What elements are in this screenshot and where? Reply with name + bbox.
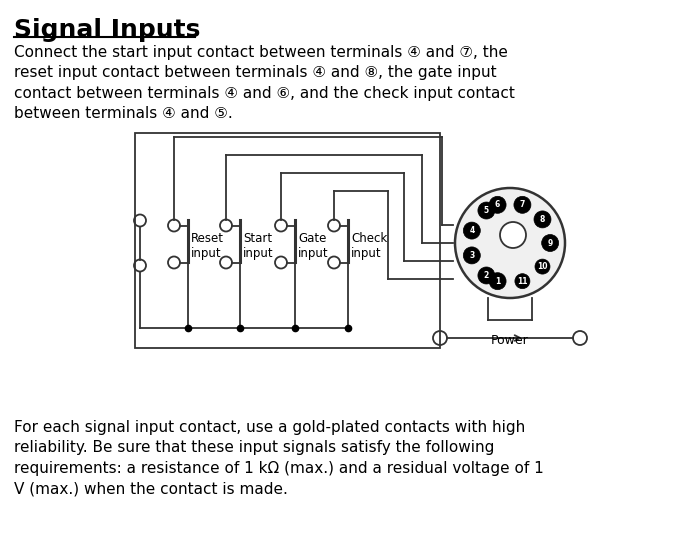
Text: 5: 5 xyxy=(484,206,489,215)
Text: 2: 2 xyxy=(484,271,489,280)
Text: 9: 9 xyxy=(547,238,553,248)
Circle shape xyxy=(463,247,480,264)
Text: Start
input: Start input xyxy=(243,232,274,260)
Circle shape xyxy=(478,267,495,284)
Text: Power: Power xyxy=(491,334,529,346)
Text: Signal Inputs: Signal Inputs xyxy=(14,18,200,42)
Circle shape xyxy=(515,273,530,289)
Circle shape xyxy=(500,222,526,248)
Circle shape xyxy=(514,196,531,213)
Circle shape xyxy=(534,211,551,228)
Circle shape xyxy=(489,196,506,213)
Circle shape xyxy=(478,202,495,219)
Text: Gate
input: Gate input xyxy=(298,232,328,260)
Text: 7: 7 xyxy=(519,201,525,209)
Text: 10: 10 xyxy=(537,262,547,271)
Text: 11: 11 xyxy=(517,277,528,286)
Circle shape xyxy=(463,222,480,239)
Circle shape xyxy=(542,235,559,252)
Text: Connect the start input contact between terminals ④ and ⑦, the
reset input conta: Connect the start input contact between … xyxy=(14,45,515,121)
Circle shape xyxy=(535,259,550,274)
Text: 4: 4 xyxy=(469,226,475,235)
Bar xyxy=(135,133,440,348)
Text: 8: 8 xyxy=(540,215,545,224)
Text: Reset
input: Reset input xyxy=(191,232,224,260)
Circle shape xyxy=(489,273,506,290)
Text: 1: 1 xyxy=(495,277,500,286)
Circle shape xyxy=(455,188,565,298)
Text: 3: 3 xyxy=(469,251,475,260)
Text: 6: 6 xyxy=(495,201,500,209)
Text: For each signal input contact, use a gold-plated contacts with high
reliability.: For each signal input contact, use a gol… xyxy=(14,420,544,496)
Text: Check
input: Check input xyxy=(351,232,387,260)
